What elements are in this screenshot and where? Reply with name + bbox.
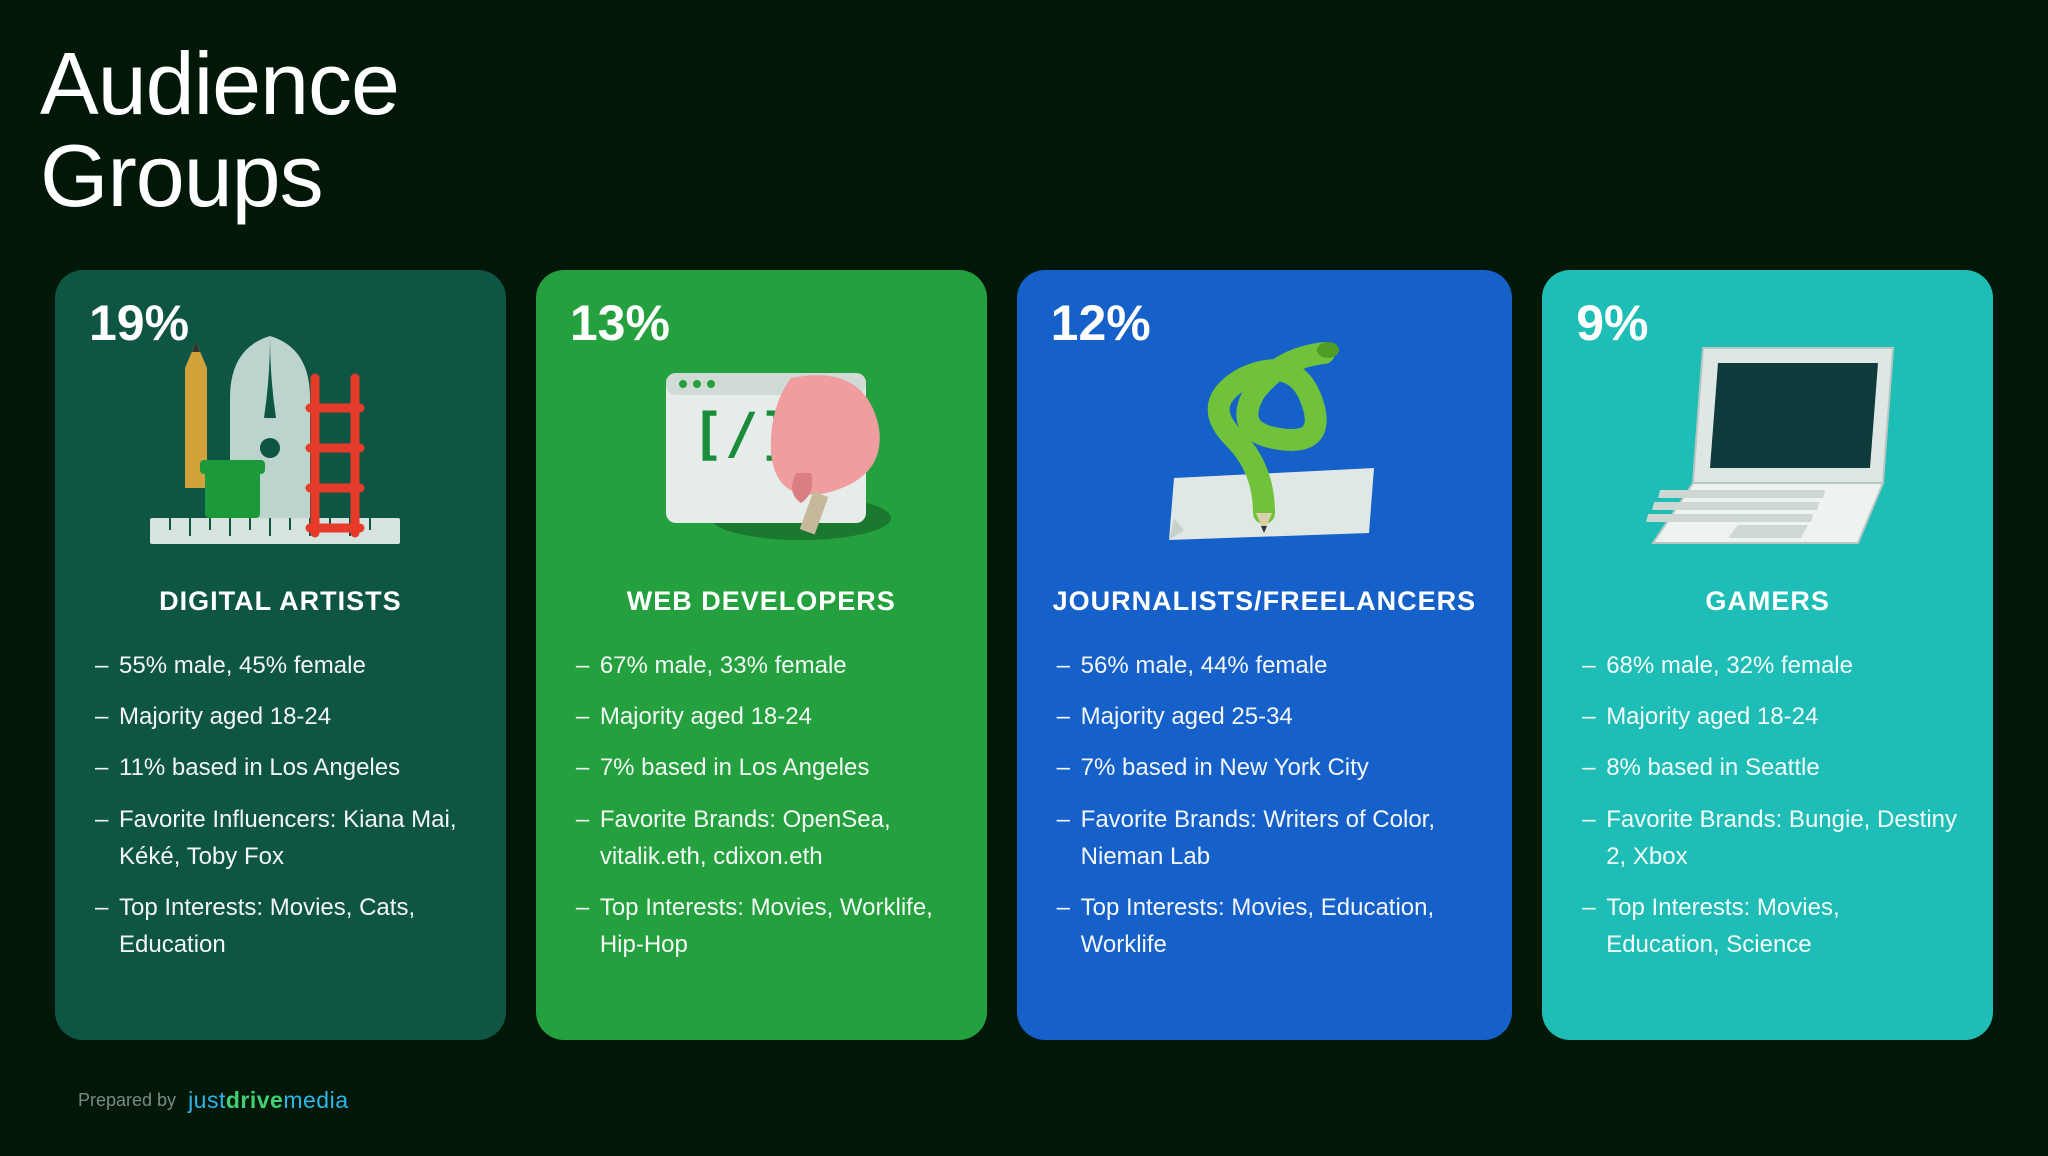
list-item: Favorite Brands: Writers of Color, Niema… bbox=[1057, 801, 1477, 875]
percentage: 19% bbox=[89, 294, 189, 352]
list-item: 8% based in Seattle bbox=[1582, 749, 1957, 786]
title-line1: Audience bbox=[40, 38, 399, 130]
card-row: 19% bbox=[55, 270, 1993, 1040]
page-title: Audience Groups bbox=[40, 38, 399, 223]
card-title: WEB DEVELOPERS bbox=[572, 586, 951, 617]
footer: Prepared by justdrivemedia bbox=[78, 1087, 349, 1114]
logo-justdrivemedia: justdrivemedia bbox=[188, 1087, 348, 1114]
card-gamers: 9% GAMERS 68% male, 32% female Majority … bbox=[1542, 270, 1993, 1040]
list-item: Favorite Influencers: Kiana Mai, Kéké, T… bbox=[95, 801, 470, 875]
list-item: 56% male, 44% female bbox=[1057, 647, 1477, 684]
list-item: Top Interests: Movies, Worklife, Hip-Hop bbox=[576, 889, 951, 963]
percentage: 13% bbox=[570, 294, 670, 352]
percentage: 12% bbox=[1051, 294, 1151, 352]
list-item: Majority aged 18-24 bbox=[1582, 698, 1957, 735]
card-title: GAMERS bbox=[1578, 586, 1957, 617]
list-item: 11% based in Los Angeles bbox=[95, 749, 470, 786]
card-web-developers: 13% [/] WEB DEVELOPERS 67% male, 33% fem… bbox=[536, 270, 987, 1040]
card-digital-artists: 19% bbox=[55, 270, 506, 1040]
list-item: Favorite Brands: OpenSea, vitalik.eth, c… bbox=[576, 801, 951, 875]
card-title: JOURNALISTS/FREELANCERS bbox=[1053, 586, 1477, 617]
bullet-list: 68% male, 32% female Majority aged 18-24… bbox=[1578, 647, 1957, 963]
list-item: Top Interests: Movies, Cats, Education bbox=[95, 889, 470, 963]
list-item: Majority aged 18-24 bbox=[95, 698, 470, 735]
prepared-by-label: Prepared by bbox=[78, 1090, 176, 1111]
list-item: 7% based in Los Angeles bbox=[576, 749, 951, 786]
list-item: 7% based in New York City bbox=[1057, 749, 1477, 786]
list-item: Majority aged 18-24 bbox=[576, 698, 951, 735]
card-journalists: 12% JOURNALISTS/FREELANCERS 56% male, 44… bbox=[1017, 270, 1513, 1040]
title-line2: Groups bbox=[40, 130, 399, 222]
list-item: Top Interests: Movies, Education, Scienc… bbox=[1582, 889, 1957, 963]
list-item: 67% male, 33% female bbox=[576, 647, 951, 684]
card-title: DIGITAL ARTISTS bbox=[91, 586, 470, 617]
bullet-list: 67% male, 33% female Majority aged 18-24… bbox=[572, 647, 951, 963]
list-item: 55% male, 45% female bbox=[95, 647, 470, 684]
list-item: Majority aged 25-34 bbox=[1057, 698, 1477, 735]
bullet-list: 56% male, 44% female Majority aged 25-34… bbox=[1053, 647, 1477, 963]
list-item: Top Interests: Movies, Education, Workli… bbox=[1057, 889, 1477, 963]
list-item: Favorite Brands: Bungie, Destiny 2, Xbox bbox=[1582, 801, 1957, 875]
percentage: 9% bbox=[1576, 294, 1648, 352]
list-item: 68% male, 32% female bbox=[1582, 647, 1957, 684]
bullet-list: 55% male, 45% female Majority aged 18-24… bbox=[91, 647, 470, 963]
